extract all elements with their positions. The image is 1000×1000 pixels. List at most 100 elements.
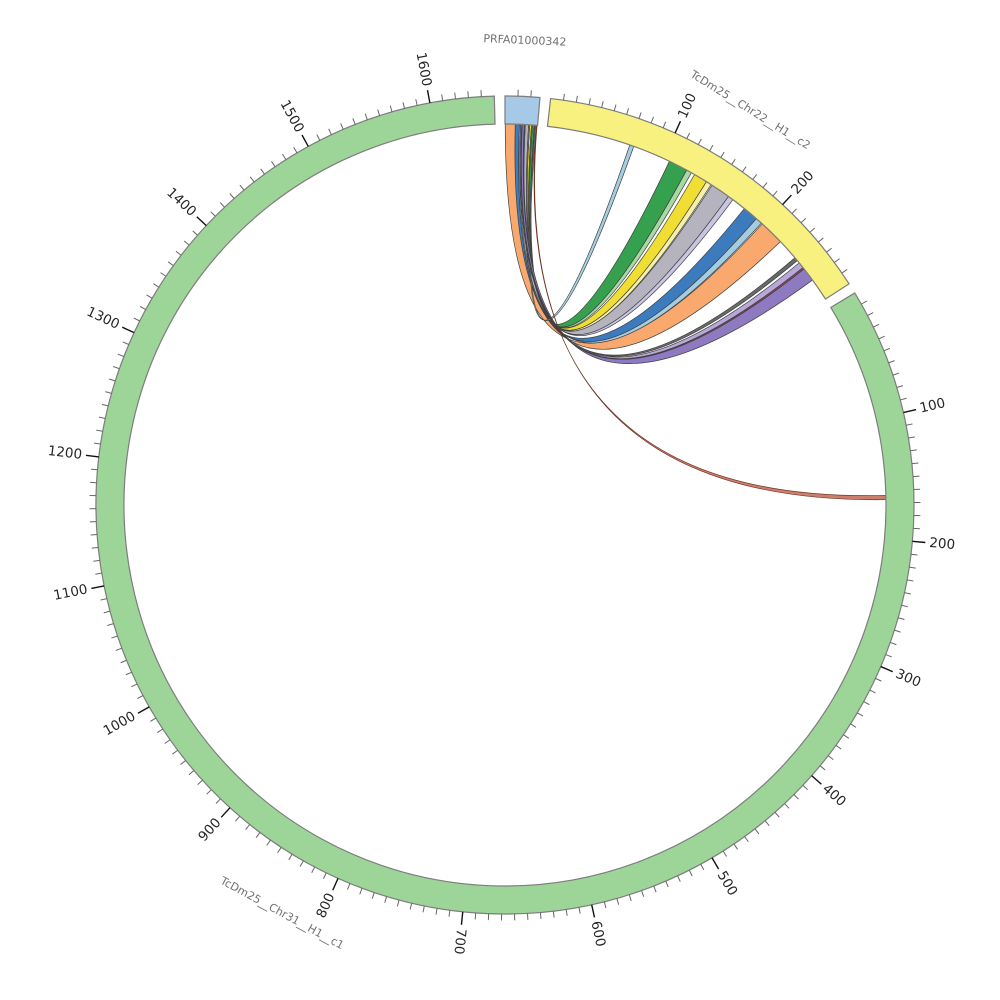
tick-minor (146, 294, 153, 299)
tick-minor (371, 892, 375, 899)
tick-label: 100 (918, 395, 947, 416)
tick-minor (197, 779, 203, 785)
tick-minor (316, 134, 321, 141)
tick-label: 1300 (84, 304, 122, 333)
tick-minor (904, 592, 911, 595)
tick-minor (613, 104, 617, 111)
tick-major (121, 326, 135, 334)
tick-minor (245, 824, 251, 830)
tick-minor (843, 734, 850, 739)
tick-minor (448, 910, 451, 917)
tick-label: 500 (714, 868, 741, 898)
tick-minor (188, 770, 195, 776)
tick-minor (415, 99, 418, 106)
tick-minor (150, 717, 157, 722)
tick-minor (235, 815, 241, 822)
tick-minor (875, 677, 882, 682)
tick-minor (878, 335, 885, 340)
tick-minor (377, 109, 381, 116)
tick-minor (101, 403, 109, 407)
tick-minor (857, 712, 864, 717)
tick-minor (650, 116, 654, 124)
tick-minor (784, 803, 790, 809)
tick-minor (139, 305, 146, 310)
tick-minor (192, 230, 198, 236)
tick-minor (578, 907, 581, 914)
tick-minor (206, 789, 212, 795)
tick-minor (389, 105, 393, 113)
tick-minor (616, 898, 620, 905)
tick-minor (175, 250, 182, 256)
tick-label: 1100 (52, 581, 89, 603)
tick-minor (288, 853, 293, 861)
tick-minor (603, 901, 607, 909)
tick-minor (183, 240, 190, 246)
tick-minor (137, 695, 144, 699)
tick-minor (802, 784, 808, 791)
tick-minor (764, 820, 770, 826)
tick-label: 1600 (413, 51, 435, 88)
tick-minor (108, 378, 116, 382)
tick-minor (890, 641, 897, 646)
tick-minor (180, 760, 186, 765)
sector-layer (95, 95, 915, 915)
tick-major (332, 878, 339, 891)
tick-minor (818, 237, 824, 243)
tick-minor (94, 442, 101, 445)
sector-band-TcDm25__Chr31__H1__c1 (95, 95, 915, 915)
tick-minor (700, 863, 705, 871)
tick-major (912, 540, 926, 544)
tick-minor (539, 912, 542, 919)
tick-minor (898, 617, 905, 620)
tick-minor (396, 899, 400, 907)
tick-minor (441, 94, 444, 101)
tick-minor (565, 909, 568, 916)
tick-minor (239, 184, 245, 191)
tick-minor (697, 138, 702, 145)
tick-minor (861, 300, 868, 305)
tick-minor (906, 423, 913, 426)
tick-minor (733, 843, 738, 850)
tick-major (782, 194, 792, 206)
tick-minor (402, 102, 406, 109)
tick-minor (731, 158, 736, 165)
tick-major (903, 408, 917, 414)
tick-minor (826, 247, 832, 253)
tick-minor (741, 166, 747, 173)
tick-minor (347, 883, 351, 890)
tick-major (591, 904, 596, 918)
tick-minor (720, 151, 725, 158)
tick-minor (229, 193, 235, 199)
tick-minor (164, 739, 171, 744)
tick-minor (219, 202, 225, 208)
tick-minor (125, 671, 132, 676)
tick-minor (906, 579, 914, 582)
tick-label: 100 (675, 91, 700, 121)
tick-minor (322, 872, 327, 879)
tick-minor (95, 572, 102, 575)
tick-minor (293, 146, 298, 154)
tick-minor (662, 121, 667, 129)
tick-minor (282, 153, 287, 160)
sector-band-TcDm25__Chr22__H1__c2 (546, 97, 850, 300)
tick-minor (835, 744, 842, 750)
tick-label: 300 (893, 666, 923, 691)
tick-minor (665, 880, 669, 888)
tick-label: 700 (450, 928, 469, 955)
sector-band-PRFA01000342 (504, 95, 541, 127)
tick-minor (552, 911, 555, 918)
tick-minor (588, 98, 591, 105)
tick-minor (454, 92, 457, 100)
tick-minor (744, 836, 749, 843)
tick-major (220, 807, 231, 818)
tick-minor (266, 839, 271, 846)
tick-major (674, 120, 682, 134)
tick-major (711, 857, 720, 870)
tick-minor (869, 689, 876, 694)
tick-label: 1000 (101, 708, 139, 739)
tick-minor (215, 798, 221, 804)
tick-minor (638, 112, 642, 119)
tick-minor (98, 416, 106, 420)
tick-minor (328, 128, 332, 135)
tick-minor (91, 546, 99, 549)
